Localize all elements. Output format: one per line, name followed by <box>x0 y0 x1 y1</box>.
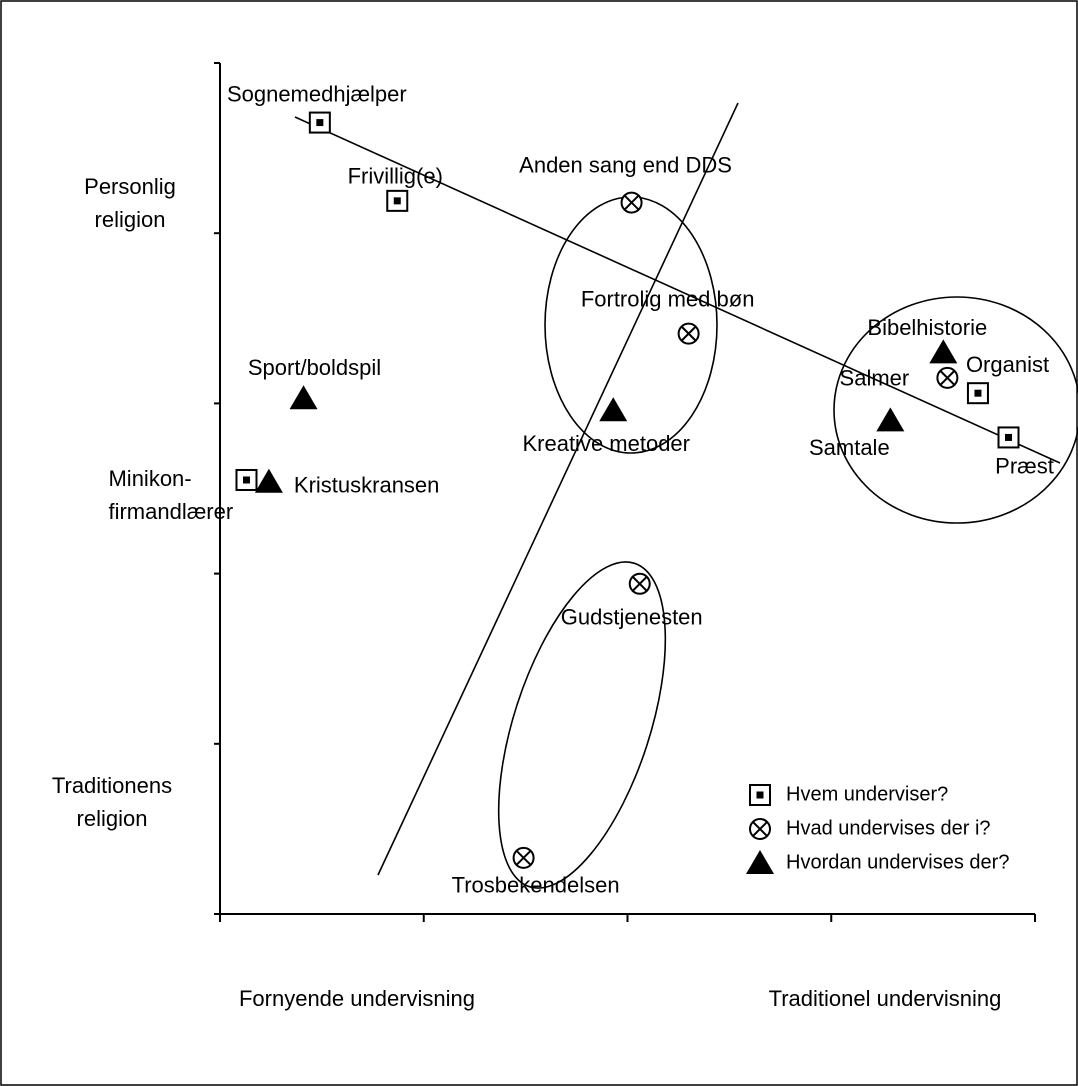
point-square <box>308 111 331 134</box>
legend-marker <box>749 784 771 806</box>
point-label: Kreative metoder <box>522 431 690 456</box>
point-circle <box>512 846 535 869</box>
point-label: Kristuskransen <box>294 473 440 498</box>
point-circle <box>677 322 700 345</box>
point-circle <box>936 366 959 389</box>
trend-line <box>294 116 1061 464</box>
legend-marker <box>749 818 771 840</box>
point-label: Anden sang end DDS <box>519 152 732 177</box>
point-label: Salmer <box>840 366 910 391</box>
point-label: Gudstjenesten <box>561 605 703 630</box>
point-label: Sognemedhjælper <box>227 81 407 106</box>
y-axis-label: religion <box>77 806 148 831</box>
point-label: firmandlærer <box>108 499 233 524</box>
point-label: Frivillig(e) <box>348 164 443 189</box>
group-ellipse <box>833 296 1078 524</box>
point-label: Præst <box>995 453 1054 478</box>
legend-label: Hvem underviser? <box>786 783 948 805</box>
group-ellipse <box>497 561 667 889</box>
x-axis-label: Fornyende undervisning <box>239 986 475 1011</box>
point-triangle <box>599 397 628 422</box>
point-label: Organist <box>966 352 1049 377</box>
point-circle <box>620 191 643 214</box>
legend-marker <box>746 850 774 874</box>
legend-label: Hvordan undervises der? <box>786 851 1009 873</box>
point-circle <box>628 572 651 595</box>
point-square <box>235 468 258 491</box>
point-square <box>997 426 1020 449</box>
y-axis-label: Traditionens <box>52 773 172 798</box>
point-square <box>386 189 409 212</box>
point-label: Minikon- <box>108 466 191 491</box>
point-triangle <box>289 385 318 410</box>
point-label: Trosbekendelsen <box>452 873 620 898</box>
point-triangle <box>929 339 958 364</box>
point-square <box>966 382 989 405</box>
y-axis-label: religion <box>95 207 166 232</box>
trend-line <box>377 102 739 876</box>
legend-label: Hvad undervises der i? <box>786 817 991 839</box>
point-triangle <box>876 407 905 432</box>
point-label: Sport/boldspil <box>248 355 381 380</box>
point-triangle <box>254 468 283 493</box>
point-label: Fortrolig med bøn <box>581 286 755 311</box>
point-label: Samtale <box>809 435 890 460</box>
y-axis-label: Personlig <box>84 174 176 199</box>
x-axis-label: Traditionel undervisning <box>769 986 1002 1011</box>
point-label: Bibelhistorie <box>867 315 987 340</box>
